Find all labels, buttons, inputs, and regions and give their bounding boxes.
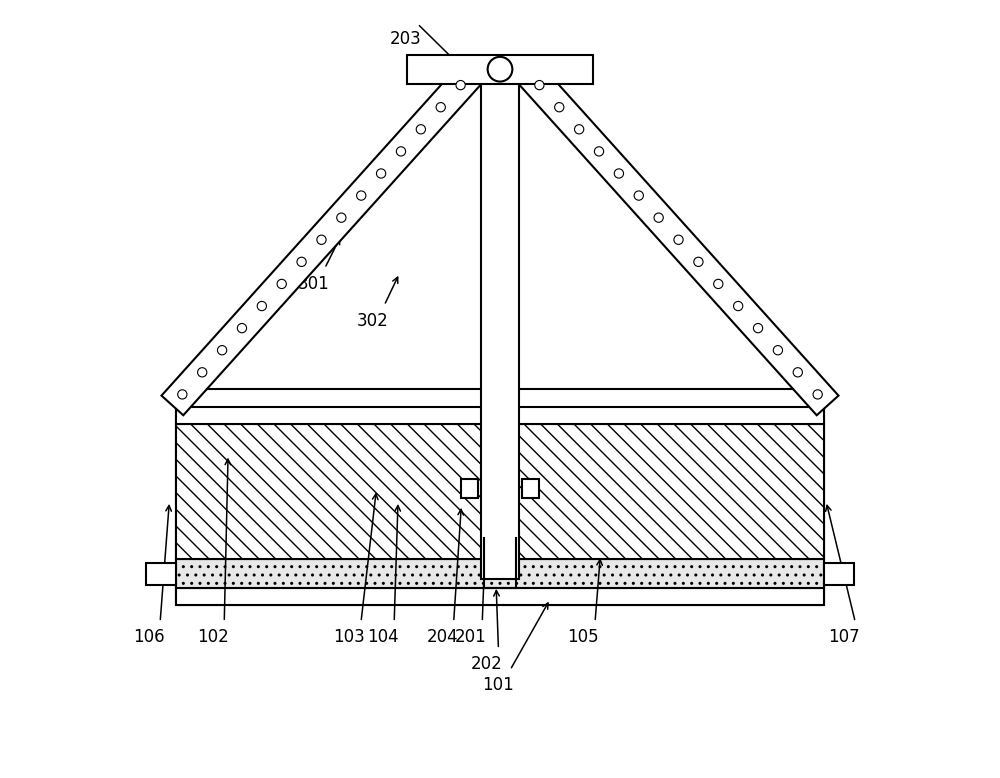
Bar — [176, 407, 824, 424]
Text: 201: 201 — [455, 629, 487, 647]
Text: 105: 105 — [568, 629, 599, 647]
Polygon shape — [161, 65, 481, 415]
Circle shape — [555, 103, 564, 112]
Circle shape — [488, 57, 512, 82]
Circle shape — [237, 324, 247, 333]
Text: 104: 104 — [367, 629, 398, 647]
Bar — [481, 65, 519, 580]
Circle shape — [793, 368, 802, 377]
Circle shape — [535, 80, 544, 89]
Circle shape — [694, 258, 703, 267]
Circle shape — [396, 147, 406, 156]
Text: 301: 301 — [297, 275, 329, 293]
Bar — [461, 478, 478, 498]
Circle shape — [813, 390, 822, 399]
Circle shape — [317, 235, 326, 244]
Text: 102: 102 — [197, 629, 229, 647]
Circle shape — [297, 258, 306, 267]
Circle shape — [436, 103, 445, 112]
Bar — [824, 562, 854, 585]
Circle shape — [257, 301, 266, 310]
Text: 107: 107 — [828, 629, 860, 647]
Circle shape — [376, 169, 386, 178]
Circle shape — [773, 345, 783, 355]
Circle shape — [714, 279, 723, 289]
Circle shape — [337, 213, 346, 223]
Polygon shape — [519, 65, 839, 415]
Circle shape — [217, 345, 227, 355]
Bar — [522, 478, 539, 498]
Circle shape — [277, 279, 286, 289]
Circle shape — [674, 235, 683, 244]
Bar — [176, 588, 824, 605]
Text: 203: 203 — [390, 30, 422, 47]
Circle shape — [734, 301, 743, 310]
Text: 101: 101 — [483, 676, 514, 694]
Text: 103: 103 — [333, 629, 365, 647]
Circle shape — [198, 368, 207, 377]
Circle shape — [634, 191, 643, 200]
Circle shape — [753, 324, 763, 333]
Text: 204: 204 — [426, 629, 458, 647]
Text: 106: 106 — [133, 629, 164, 647]
Bar — [176, 389, 824, 605]
Text: 302: 302 — [357, 312, 388, 330]
Circle shape — [575, 124, 584, 134]
Circle shape — [416, 124, 425, 134]
Circle shape — [357, 191, 366, 200]
Bar — [176, 424, 824, 559]
Text: 202: 202 — [471, 656, 503, 674]
Bar — [407, 54, 593, 84]
Circle shape — [456, 80, 465, 89]
Bar — [146, 562, 176, 585]
Circle shape — [178, 390, 187, 399]
Circle shape — [594, 147, 604, 156]
Circle shape — [614, 169, 624, 178]
Circle shape — [654, 213, 663, 223]
Bar — [176, 559, 824, 588]
